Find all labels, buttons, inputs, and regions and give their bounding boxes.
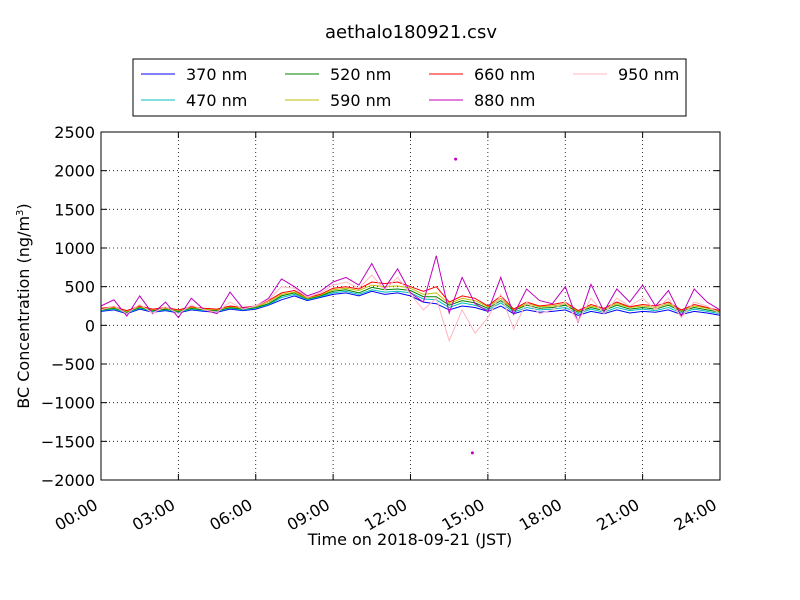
series-line-950-nm: [100, 274, 721, 343]
y-tick-label: −1500: [41, 432, 95, 451]
series-extreme-point: [470, 451, 474, 455]
series-line-370-nm: [100, 290, 721, 316]
y-axis-label: BC Concentration (ng/m3): [14, 203, 33, 408]
legend-label: 950 nm: [618, 65, 679, 84]
series-line-660-nm: [100, 281, 721, 312]
legend-label: 520 nm: [330, 65, 391, 84]
legend-label: 590 nm: [330, 91, 391, 110]
y-tick-label: 1000: [54, 239, 95, 258]
y-tick-label: 1500: [54, 200, 95, 219]
y-tick-label: −2000: [41, 471, 95, 490]
legend-box: [132, 58, 687, 117]
x-tick-label: 06:00: [206, 495, 255, 535]
y-tick-label: 0: [85, 316, 95, 335]
legend-label: 470 nm: [186, 91, 247, 110]
y-axis-label-close: ): [14, 203, 33, 209]
x-tick-label: 00:00: [52, 495, 101, 535]
y-tick-label: 2500: [54, 123, 95, 142]
series-lines: [100, 157, 721, 455]
legend-label: 370 nm: [186, 65, 247, 84]
x-tick-label: 15:00: [438, 495, 487, 535]
y-tick-label: −500: [51, 355, 95, 374]
x-axis-label: Time on 2018-09-21 (JST): [307, 530, 512, 549]
legend-label: 880 nm: [474, 91, 535, 110]
x-tick-label: 03:00: [129, 495, 178, 535]
y-axis-label-superscript: 3: [15, 210, 26, 216]
x-tick-label: 18:00: [516, 495, 565, 535]
legend-label: 660 nm: [474, 65, 535, 84]
x-tick-label: 09:00: [284, 495, 333, 535]
x-tick-label: 12:00: [361, 495, 410, 535]
series-extreme-point: [454, 157, 458, 161]
y-tick-label: 2000: [54, 162, 95, 181]
y-tick-label: 500: [64, 278, 95, 297]
x-tick-label: 21:00: [593, 495, 642, 535]
x-axis: 00:00 03:00 06:00 09:00 12:00 15:00 18:00 21:00…: [52, 132, 721, 535]
y-axis-label-main: BC Concentration (ng/m: [14, 216, 33, 409]
series-line-590-nm: [100, 284, 721, 312]
legend-items: 370 nm 470 nm 520 nm 590 nm 660 nm 880 nm 950 …: [141, 65, 679, 110]
chart-title: aethalo180921.csv: [325, 22, 497, 43]
x-tick-label: 24:00: [671, 495, 720, 535]
legend: 370 nm 470 nm 520 nm 590 nm 660 nm 880 nm 950 …: [132, 58, 687, 117]
y-tick-label: −1000: [41, 394, 95, 413]
y-axis: −2000 −1500 −1000 −500 0 500 1000 1500 2000 2500: [41, 123, 720, 490]
